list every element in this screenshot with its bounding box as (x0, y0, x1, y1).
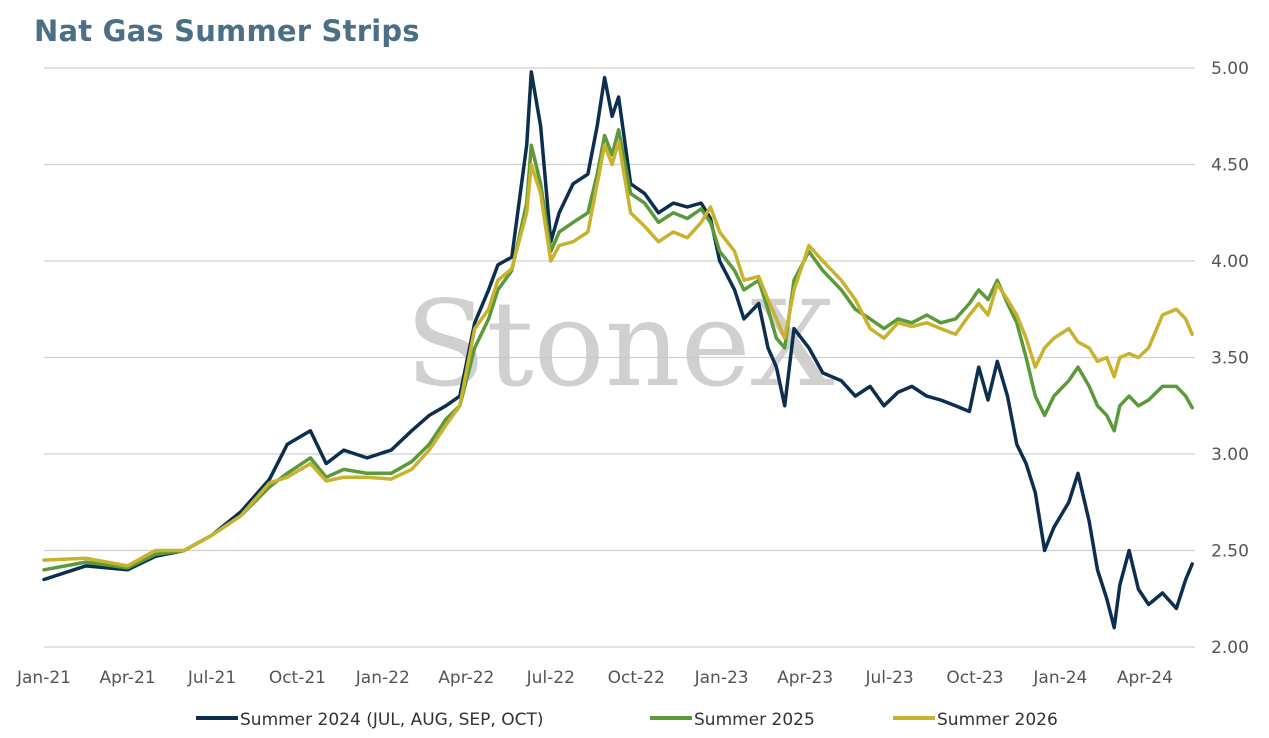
x-tick-label: Apr-23 (777, 668, 833, 688)
legend-item-3: Summer 2026 (893, 710, 1058, 730)
series-lines (42, 70, 1194, 630)
legend-label: Summer 2026 (937, 710, 1058, 730)
legend-item-2: Summer 2025 (650, 710, 815, 730)
x-tick-label: Jul-23 (864, 668, 913, 688)
x-tick-label: Apr-24 (1117, 668, 1173, 688)
x-tick-label: Jan-24 (1032, 668, 1087, 688)
y-tick-label: 4.00 (1211, 252, 1249, 272)
legend-label: Summer 2024 (JUL, AUG, SEP, OCT) (240, 710, 544, 730)
y-axis-ticks: 2.00 2.50 3.00 3.50 4.00 4.50 5.00 (1211, 59, 1249, 658)
x-axis-ticks: Jan-21 Apr-21 Jul-21 Oct-21 Jan-22 Apr-22 Jul-… (16, 668, 1173, 688)
y-tick-label: 2.50 (1211, 542, 1249, 562)
series-line-2 (42, 128, 1194, 572)
legend-label: Summer 2025 (694, 710, 815, 730)
x-tick-label: Apr-21 (99, 668, 155, 688)
series-line-1 (42, 70, 1194, 630)
x-tick-label: Jan-23 (694, 668, 749, 688)
x-tick-label: Jul-21 (187, 668, 236, 688)
x-tick-label: Apr-22 (438, 668, 494, 688)
gridlines (44, 67, 1195, 648)
legend: Summer 2024 (JUL, AUG, SEP, OCT) Summer 2… (196, 710, 1058, 730)
x-tick-label: Jan-21 (16, 668, 71, 688)
chart-title: Nat Gas Summer Strips (34, 14, 420, 48)
y-tick-label: 3.50 (1211, 349, 1249, 369)
y-tick-label: 4.50 (1211, 156, 1249, 176)
legend-item-1: Summer 2024 (JUL, AUG, SEP, OCT) (196, 710, 544, 730)
x-tick-label: Oct-21 (269, 668, 326, 688)
series-line-3 (42, 139, 1194, 568)
y-tick-label: 2.00 (1211, 638, 1249, 658)
x-tick-label: Oct-22 (608, 668, 665, 688)
y-tick-label: 3.00 (1211, 445, 1249, 465)
y-tick-label: 5.00 (1211, 59, 1249, 79)
x-tick-label: Oct-23 (946, 668, 1003, 688)
x-tick-label: Jul-22 (526, 668, 575, 688)
x-tick-label: Jan-22 (355, 668, 410, 688)
